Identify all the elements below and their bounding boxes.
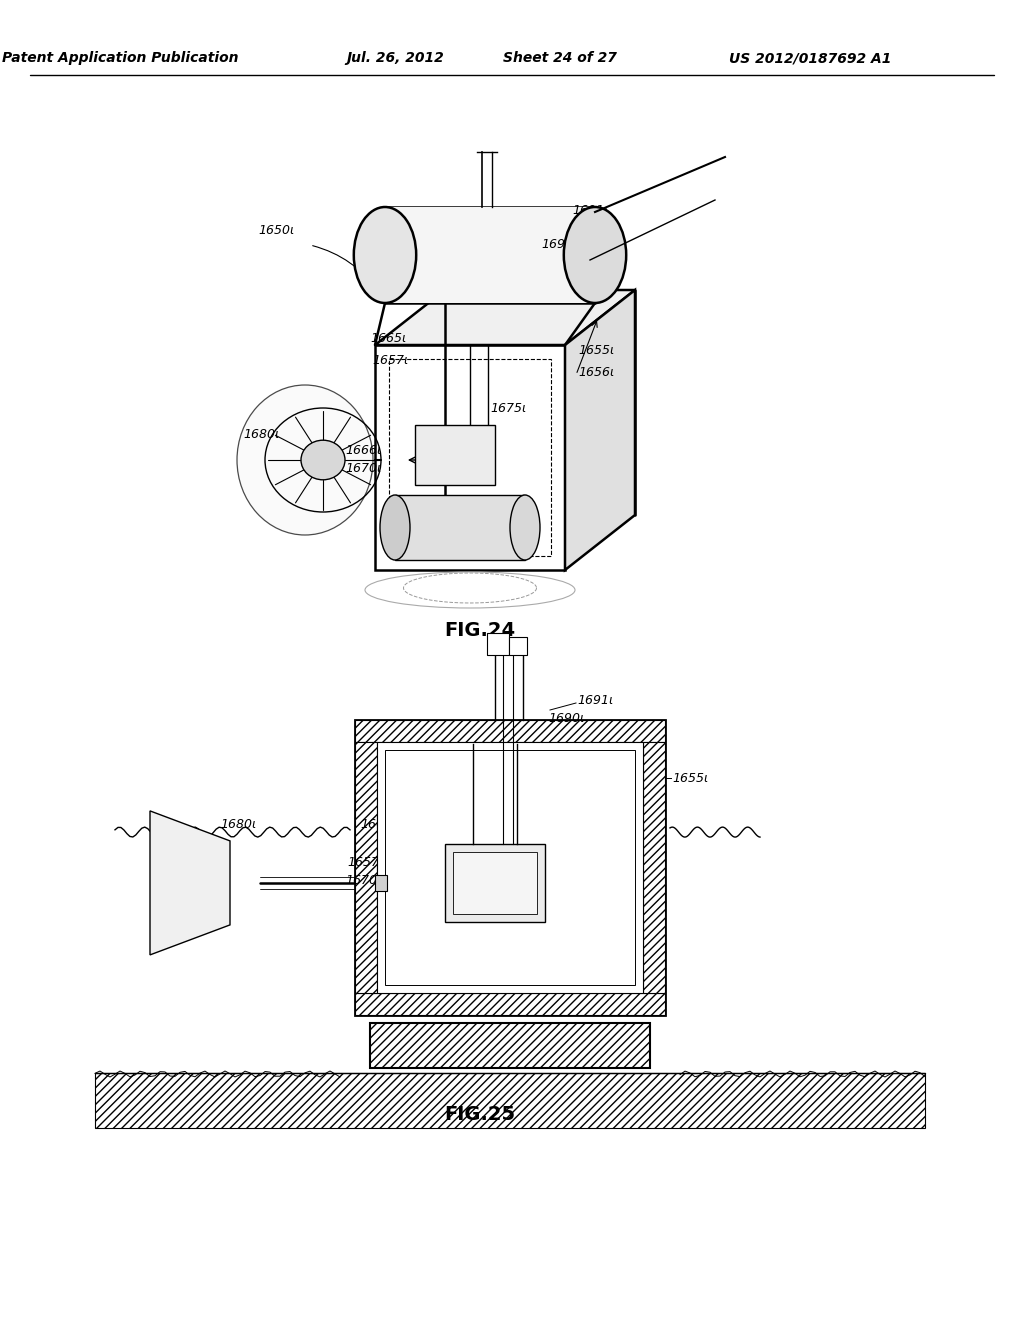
Text: Jul. 26, 2012: Jul. 26, 2012 xyxy=(346,51,443,65)
Polygon shape xyxy=(375,345,565,570)
Bar xyxy=(355,719,665,742)
Text: 1665ι: 1665ι xyxy=(370,331,407,345)
Bar xyxy=(377,742,643,993)
Bar xyxy=(370,1023,650,1068)
Ellipse shape xyxy=(356,207,414,304)
Text: 1670ι: 1670ι xyxy=(345,874,381,887)
Bar xyxy=(445,843,545,921)
Text: 1657ι: 1657ι xyxy=(372,354,409,367)
Text: 1675ι: 1675ι xyxy=(530,833,566,846)
Ellipse shape xyxy=(237,385,373,535)
Polygon shape xyxy=(150,810,230,954)
Bar xyxy=(355,719,665,1015)
Text: 1675ι: 1675ι xyxy=(490,401,526,414)
Ellipse shape xyxy=(301,440,345,479)
Text: 1691ι: 1691ι xyxy=(577,693,613,706)
Text: 1680ι: 1680ι xyxy=(243,429,280,441)
Text: 1650ι: 1650ι xyxy=(258,223,294,236)
Text: Sheet 24 of 27: Sheet 24 of 27 xyxy=(503,51,616,65)
Bar xyxy=(487,634,509,655)
Bar xyxy=(643,742,665,993)
Text: 1691ι: 1691ι xyxy=(572,203,608,216)
Text: 1690ι: 1690ι xyxy=(548,711,585,725)
Bar xyxy=(385,750,635,985)
Text: Patent Application Publication: Patent Application Publication xyxy=(2,51,239,65)
Bar xyxy=(355,742,377,993)
Ellipse shape xyxy=(510,495,540,560)
Bar xyxy=(385,207,595,304)
Text: 1690ι: 1690ι xyxy=(541,239,578,252)
Text: FIG.25: FIG.25 xyxy=(444,1106,515,1125)
Bar xyxy=(509,638,527,655)
Text: 1655ι: 1655ι xyxy=(672,771,709,784)
Bar xyxy=(355,993,665,1015)
Ellipse shape xyxy=(380,495,410,560)
Polygon shape xyxy=(375,290,635,345)
Text: FIG.24: FIG.24 xyxy=(444,620,515,639)
Text: 1665ι: 1665ι xyxy=(360,818,396,832)
Polygon shape xyxy=(565,290,635,570)
Bar xyxy=(415,425,495,484)
Text: 1655ι: 1655ι xyxy=(578,343,614,356)
Text: 1666ι: 1666ι xyxy=(345,444,381,457)
Bar xyxy=(487,634,509,655)
Ellipse shape xyxy=(566,207,624,304)
Bar xyxy=(453,851,537,913)
Text: 1680ι: 1680ι xyxy=(220,818,256,832)
Ellipse shape xyxy=(354,207,416,304)
Bar xyxy=(95,1073,925,1129)
Text: 1670ι: 1670ι xyxy=(345,462,381,474)
Bar xyxy=(395,495,525,560)
Text: US 2012/0187692 A1: US 2012/0187692 A1 xyxy=(729,51,891,65)
Text: 1656ι: 1656ι xyxy=(578,366,614,379)
Text: 1657ι: 1657ι xyxy=(347,855,383,869)
Ellipse shape xyxy=(564,207,627,304)
Bar xyxy=(375,875,387,891)
